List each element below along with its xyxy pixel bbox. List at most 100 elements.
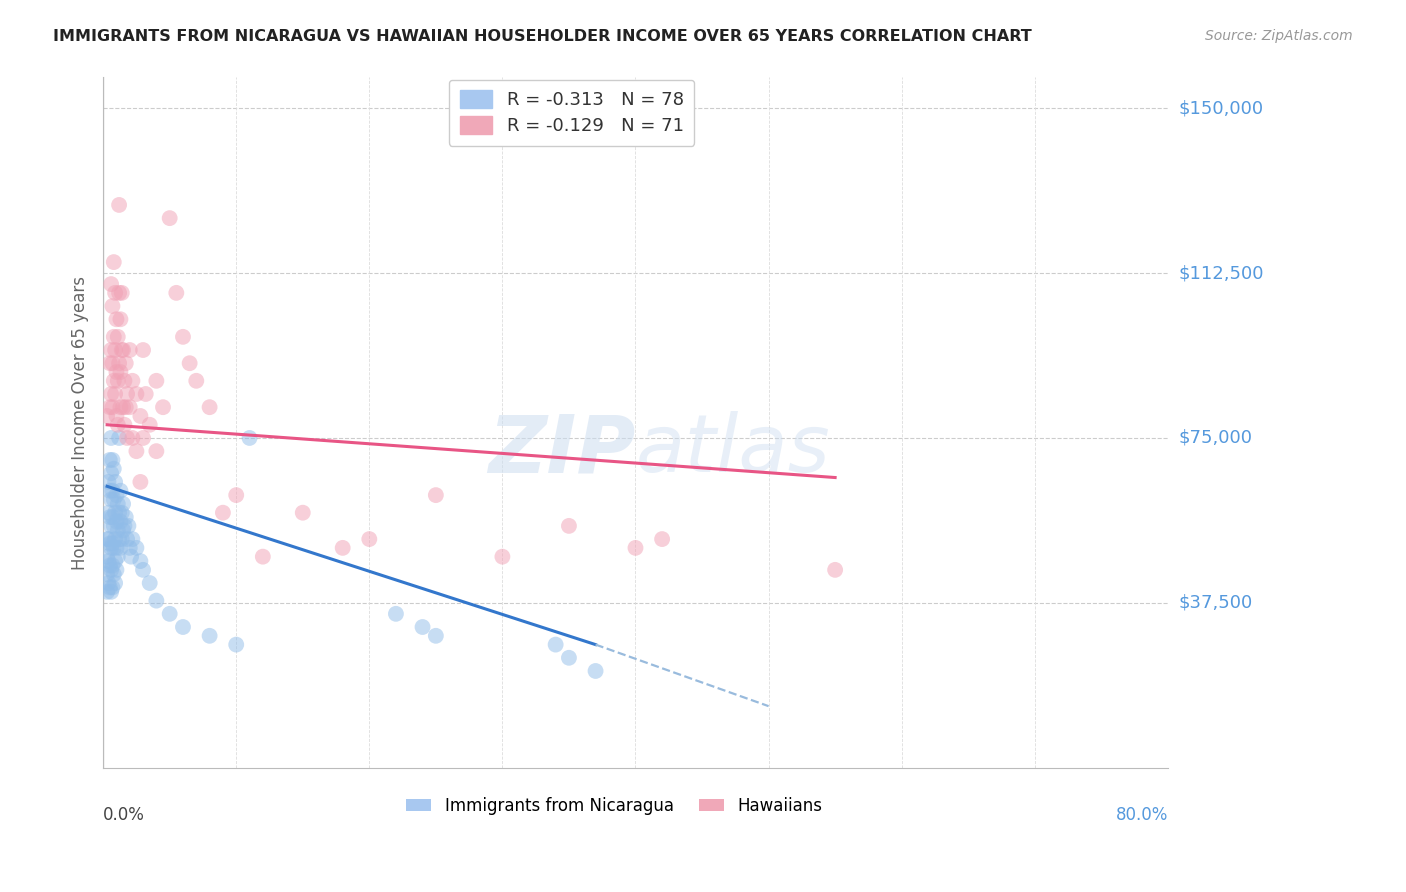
Text: $75,000: $75,000 <box>1180 429 1253 447</box>
Point <box>98 453 121 467</box>
Point <box>110 400 132 414</box>
Point <box>111 343 134 357</box>
Point <box>112 519 135 533</box>
Point <box>114 400 136 414</box>
Point <box>121 532 143 546</box>
Point <box>103 255 125 269</box>
Point <box>97 554 120 568</box>
Point <box>152 400 174 414</box>
Point <box>132 431 155 445</box>
Point <box>118 343 141 357</box>
Point <box>110 541 132 555</box>
Point <box>100 584 122 599</box>
Point <box>100 541 122 555</box>
Point <box>585 664 607 678</box>
Point <box>98 400 121 414</box>
Point <box>96 409 118 423</box>
Point <box>129 475 152 489</box>
Point <box>198 400 221 414</box>
Point <box>108 532 131 546</box>
Text: $112,500: $112,500 <box>1180 264 1264 282</box>
Text: $37,500: $37,500 <box>1180 594 1253 612</box>
Point <box>359 532 381 546</box>
Point <box>100 277 122 291</box>
Point <box>132 343 155 357</box>
Point <box>101 483 124 498</box>
Point <box>121 431 143 445</box>
Point <box>107 330 129 344</box>
Point <box>114 510 136 524</box>
Point <box>98 581 121 595</box>
Point <box>96 567 118 582</box>
Point <box>103 492 125 507</box>
Point <box>212 506 235 520</box>
Point <box>111 532 134 546</box>
Point <box>101 400 124 414</box>
Point <box>114 356 136 370</box>
Point <box>145 593 167 607</box>
Point <box>100 466 122 480</box>
Point <box>104 285 127 300</box>
Point <box>101 510 124 524</box>
Point <box>115 532 138 546</box>
Point <box>544 638 567 652</box>
Point <box>105 515 128 529</box>
Point <box>172 330 194 344</box>
Point <box>115 387 138 401</box>
Point <box>558 650 581 665</box>
Point <box>125 541 148 555</box>
Point <box>112 417 135 432</box>
Point <box>412 620 434 634</box>
Point <box>112 497 135 511</box>
Point <box>97 506 120 520</box>
Point <box>97 576 120 591</box>
Point <box>97 475 120 489</box>
Point <box>108 356 131 370</box>
Point <box>117 519 139 533</box>
Point <box>165 285 187 300</box>
Point <box>103 461 125 475</box>
Point <box>138 417 160 432</box>
Point <box>110 312 132 326</box>
Point <box>291 506 314 520</box>
Point <box>98 558 121 573</box>
Point <box>104 554 127 568</box>
Text: atlas: atlas <box>636 411 830 489</box>
Point <box>100 492 122 507</box>
Point <box>179 356 201 370</box>
Point <box>112 523 135 537</box>
Point <box>103 567 125 582</box>
Point <box>121 374 143 388</box>
Text: ZIP: ZIP <box>488 411 636 489</box>
Point <box>100 431 122 445</box>
Point <box>98 536 121 550</box>
Point <box>103 519 125 533</box>
Point <box>112 343 135 357</box>
Text: Source: ZipAtlas.com: Source: ZipAtlas.com <box>1205 29 1353 43</box>
Point <box>104 506 127 520</box>
Point <box>112 400 135 414</box>
Point <box>108 285 131 300</box>
Point <box>225 638 247 652</box>
Point <box>101 536 124 550</box>
Point <box>425 488 447 502</box>
Point <box>96 584 118 599</box>
Point <box>332 541 354 555</box>
Text: 80.0%: 80.0% <box>1115 805 1168 823</box>
Point <box>105 563 128 577</box>
Point <box>491 549 513 564</box>
Point <box>159 607 181 621</box>
Point <box>100 519 122 533</box>
Point <box>108 431 131 445</box>
Point <box>172 620 194 634</box>
Point <box>110 483 132 498</box>
Point <box>145 374 167 388</box>
Point <box>118 541 141 555</box>
Point <box>105 409 128 423</box>
Point <box>100 387 122 401</box>
Point <box>101 453 124 467</box>
Point <box>105 488 128 502</box>
Point <box>385 607 408 621</box>
Point <box>651 532 673 546</box>
Point <box>104 343 127 357</box>
